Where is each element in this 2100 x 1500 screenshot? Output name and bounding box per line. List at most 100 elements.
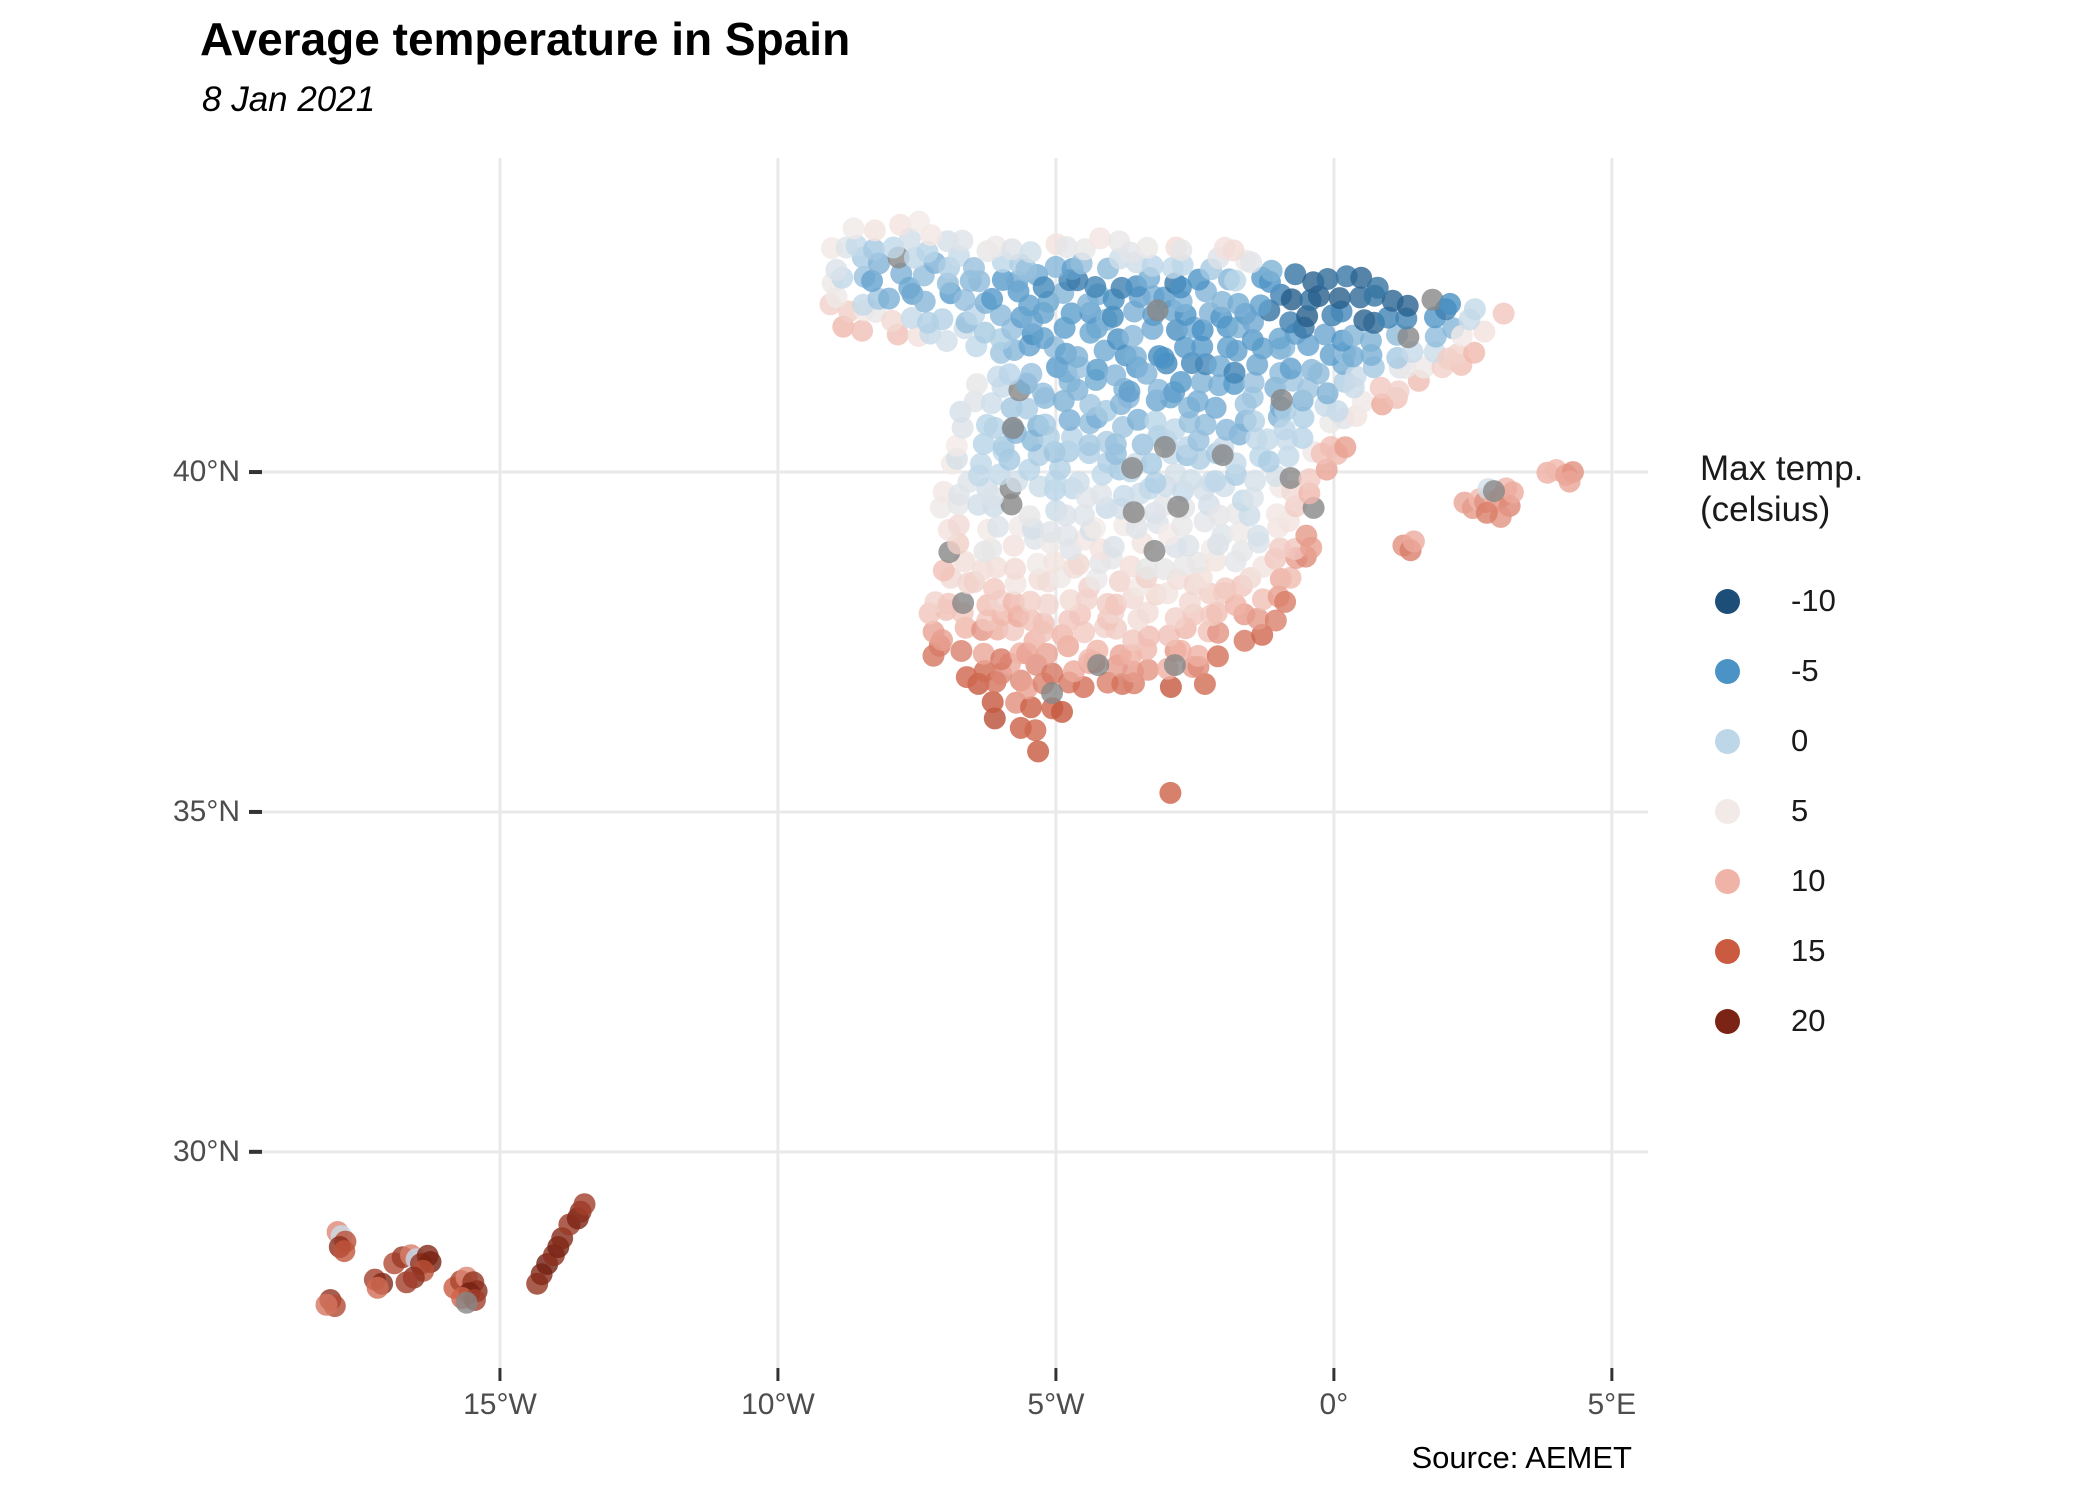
station-point (1104, 433, 1127, 456)
station-point (1190, 371, 1213, 394)
station-point (1020, 362, 1043, 385)
station-point (889, 213, 912, 236)
legend-entry: 15 (1700, 916, 2080, 986)
legend-entry: -10 (1700, 566, 2080, 636)
station-point (1463, 341, 1486, 364)
station-point (1121, 324, 1144, 347)
station-point (990, 648, 1013, 671)
station-point (1136, 601, 1159, 624)
station-point (1387, 380, 1410, 403)
station-point (878, 287, 900, 310)
station-point (1004, 557, 1026, 580)
chart-caption: Source: AEMET (1411, 1440, 1632, 1475)
station-point (1279, 311, 1302, 334)
station-point (1186, 390, 1209, 413)
station-point (1298, 468, 1321, 491)
station-point (963, 390, 986, 413)
station-point (1280, 288, 1303, 311)
station-point (1256, 428, 1279, 451)
legend-entry-label: 15 (1791, 933, 1826, 968)
station-point (1019, 241, 1042, 264)
station-point (1002, 416, 1025, 439)
station-point (1558, 470, 1581, 493)
station-point (851, 319, 874, 342)
station-point (863, 219, 886, 242)
station-point (1054, 504, 1077, 527)
station-point (1377, 306, 1400, 329)
legend-key-dot (1715, 868, 1740, 894)
station-point (1224, 269, 1247, 292)
station-point (315, 1293, 338, 1316)
station-point (1260, 259, 1283, 282)
station-point (1177, 534, 1200, 557)
station-point (1032, 612, 1055, 635)
station-point (1024, 719, 1047, 742)
station-point (1243, 410, 1266, 433)
station-point (861, 270, 883, 292)
station-point (1170, 239, 1193, 262)
station-point (935, 330, 958, 352)
station-point (1101, 305, 1124, 328)
station-point (972, 433, 995, 455)
station-point (1044, 255, 1067, 278)
legend-key-dot (1715, 938, 1740, 964)
legend-entry: 0 (1700, 706, 2080, 776)
station-point (916, 240, 939, 263)
station-point (1020, 696, 1043, 719)
station-point (1501, 481, 1524, 504)
station-point (1241, 486, 1264, 509)
station-point (1279, 467, 1302, 489)
station-point (1316, 268, 1339, 290)
station-point (1316, 382, 1339, 405)
station-point (1450, 324, 1473, 347)
station-point (1018, 505, 1041, 528)
legend-entry-label: -5 (1791, 653, 1819, 688)
y-tick-label: 30°N (172, 1134, 240, 1168)
station-point (1119, 241, 1142, 264)
station-point (1284, 263, 1307, 286)
station-point (1060, 302, 1083, 325)
station-point (1041, 662, 1064, 685)
station-point (1178, 591, 1201, 614)
station-point (1369, 376, 1392, 399)
station-point (1146, 299, 1169, 322)
station-point (1314, 323, 1336, 346)
station-point (985, 556, 1008, 579)
station-point (1072, 676, 1095, 699)
station-point (981, 287, 1004, 310)
station-point (1159, 781, 1182, 804)
station-point (1119, 555, 1142, 578)
station-point (1144, 471, 1167, 494)
station-point (1073, 504, 1095, 527)
station-point (1086, 358, 1109, 381)
station-point (1136, 236, 1159, 259)
station-point (947, 514, 970, 536)
station-point (953, 289, 976, 311)
station-point (920, 224, 942, 247)
station-point (1169, 276, 1192, 299)
station-point (1121, 457, 1144, 479)
station-point (863, 238, 885, 261)
station-point (1002, 591, 1025, 614)
station-point (898, 276, 921, 299)
station-point (1439, 292, 1461, 315)
station-point (1279, 566, 1302, 589)
station-point (1140, 452, 1163, 475)
station-point (1026, 552, 1049, 575)
station-point (1328, 287, 1351, 310)
station-point (1034, 413, 1057, 436)
station-point (1124, 346, 1147, 369)
station-point (1032, 382, 1055, 405)
legend-key-dot (1715, 658, 1740, 684)
station-point (1242, 371, 1265, 394)
station-point (981, 691, 1004, 714)
station-point (1242, 311, 1264, 334)
station-point (1225, 339, 1248, 362)
x-tick-label: 5°E (1587, 1388, 1637, 1421)
station-point (1138, 625, 1160, 648)
station-point (1051, 700, 1073, 723)
station-point (1157, 624, 1180, 647)
station-point (1295, 524, 1318, 547)
legend-title-line2: (celsius) (1700, 490, 1831, 529)
